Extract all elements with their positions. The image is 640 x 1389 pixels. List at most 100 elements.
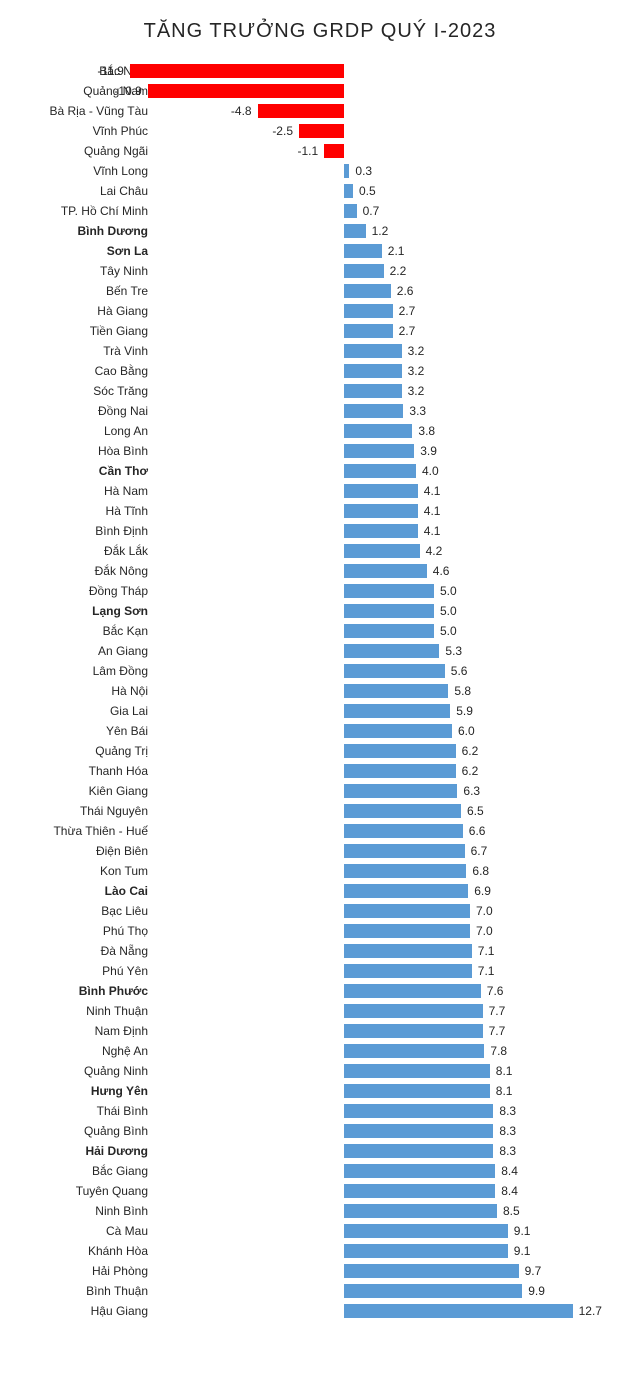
bar-positive [344, 984, 481, 998]
value-label: 9.9 [528, 1284, 545, 1298]
bar-positive [344, 484, 418, 498]
chart-row: Lạng Sơn5.0 [8, 601, 632, 621]
bar-negative [148, 84, 344, 98]
category-label: Cần Thơ [8, 464, 148, 478]
chart-row: Điện Biên6.7 [8, 841, 632, 861]
chart-row: Phú Yên7.1 [8, 961, 632, 981]
chart-row: Vĩnh Phúc-2.5 [8, 121, 632, 141]
bar-positive [344, 204, 357, 218]
category-label: Kiên Giang [8, 784, 148, 798]
chart-row: Quảng Nam-10.9 [8, 81, 632, 101]
bar-positive [344, 624, 434, 638]
bar-positive [344, 384, 402, 398]
chart-row: Yên Bái6.0 [8, 721, 632, 741]
bar-positive [344, 904, 470, 918]
chart-row: Đắk Nông4.6 [8, 561, 632, 581]
value-label: 6.6 [469, 824, 486, 838]
chart-row: Lâm Đồng5.6 [8, 661, 632, 681]
value-label: 12.7 [579, 1304, 602, 1318]
chart-row: Sơn La2.1 [8, 241, 632, 261]
category-label: Bà Rịa - Vũng Tàu [8, 104, 148, 118]
bar-positive [344, 284, 391, 298]
bar-positive [344, 1284, 522, 1298]
value-label: 5.0 [440, 604, 457, 618]
value-label: 3.2 [408, 364, 425, 378]
bar-positive [344, 1184, 495, 1198]
bar-positive [344, 404, 403, 418]
category-label: Lào Cai [8, 884, 148, 898]
category-label: Trà Vinh [8, 344, 148, 358]
chart-row: Hưng Yên8.1 [8, 1081, 632, 1101]
bar-positive [344, 244, 382, 258]
value-label: 4.1 [424, 524, 441, 538]
bar-positive [344, 1084, 490, 1098]
bar-positive [344, 1144, 493, 1158]
chart-title: TĂNG TRƯỞNG GRDP QUÝ I-2023 [8, 20, 632, 43]
chart-row: Bắc Giang8.4 [8, 1161, 632, 1181]
category-label: Bình Thuận [8, 1284, 148, 1298]
bar-positive [344, 544, 420, 558]
category-label: Nam Định [8, 1024, 148, 1038]
chart-row: Khánh Hòa9.1 [8, 1241, 632, 1261]
category-label: Hải Dương [8, 1144, 148, 1158]
bar-positive [344, 464, 416, 478]
category-label: Vĩnh Long [8, 164, 148, 178]
chart-row: Tây Ninh2.2 [8, 261, 632, 281]
chart-row: Thừa Thiên - Huế6.6 [8, 821, 632, 841]
chart-row: Quảng Trị6.2 [8, 741, 632, 761]
chart-row: Quảng Bình8.3 [8, 1121, 632, 1141]
bar-positive [344, 504, 418, 518]
bar-positive [344, 224, 366, 238]
category-label: Quảng Bình [8, 1124, 148, 1138]
category-label: Hà Giang [8, 304, 148, 318]
value-label: 3.2 [408, 344, 425, 358]
chart-row: TP. Hồ Chí Minh0.7 [8, 201, 632, 221]
category-label: Bến Tre [8, 284, 148, 298]
value-label: 8.1 [496, 1064, 513, 1078]
chart-row: Thanh Hóa6.2 [8, 761, 632, 781]
value-label: -10.9 [114, 84, 141, 98]
chart-row: Quảng Ngãi-1.1 [8, 141, 632, 161]
bar-positive [344, 884, 468, 898]
value-label: 8.4 [501, 1184, 518, 1198]
value-label: 4.1 [424, 504, 441, 518]
category-label: Bình Phước [8, 984, 148, 998]
bar-positive [344, 564, 427, 578]
bar-positive [344, 1224, 508, 1238]
bar-positive [344, 184, 353, 198]
value-label: 3.9 [420, 444, 437, 458]
bar-positive [344, 824, 463, 838]
category-label: Ninh Thuận [8, 1004, 148, 1018]
value-label: 4.2 [426, 544, 443, 558]
category-label: Đắk Lắk [8, 544, 148, 558]
category-label: TP. Hồ Chí Minh [8, 204, 148, 218]
chart-row: Đắk Lắk 4.2 [8, 541, 632, 561]
category-label: Quảng Ninh [8, 1064, 148, 1078]
bar-positive [344, 1244, 508, 1258]
chart-row: Tuyên Quang8.4 [8, 1181, 632, 1201]
chart-row: Hậu Giang12.7 [8, 1301, 632, 1321]
chart-row: Ninh Bình8.5 [8, 1201, 632, 1221]
chart-row: Nghệ An7.8 [8, 1041, 632, 1061]
bar-positive [344, 1024, 483, 1038]
bar-positive [344, 944, 472, 958]
chart-row: Bạc Liêu7.0 [8, 901, 632, 921]
bar-positive [344, 684, 448, 698]
category-label: Tây Ninh [8, 264, 148, 278]
bar-positive [344, 744, 456, 758]
bar-positive [344, 524, 418, 538]
value-label: 5.0 [440, 584, 457, 598]
chart-row: Ninh Thuận7.7 [8, 1001, 632, 1021]
bar-positive [344, 764, 456, 778]
value-label: 6.9 [474, 884, 491, 898]
chart-row: Đà Nẵng7.1 [8, 941, 632, 961]
value-label: -11.9 [97, 64, 123, 78]
chart-row: An Giang5.3 [8, 641, 632, 661]
value-label: 4.0 [422, 464, 439, 478]
bar-positive [344, 424, 412, 438]
chart-row: Bình Dương1.2 [8, 221, 632, 241]
value-label: 3.8 [418, 424, 435, 438]
category-label: Bạc Liêu [8, 904, 148, 918]
value-label: 8.1 [496, 1084, 513, 1098]
value-label: 2.7 [399, 304, 416, 318]
